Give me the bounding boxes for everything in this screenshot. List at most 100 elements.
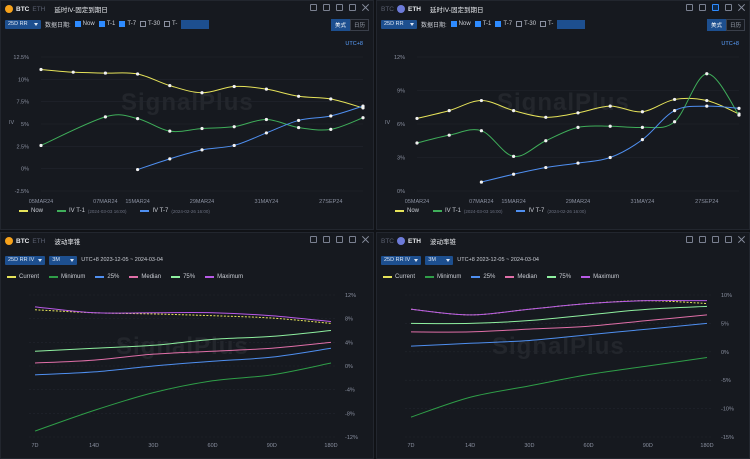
fullscreen-icon[interactable]: [725, 236, 732, 243]
legend-t7[interactable]: IV T-7 (2024-02-26 16:00): [140, 208, 210, 214]
x-tick-label: 29MAR24: [190, 199, 214, 205]
legend-t1[interactable]: IV T-1 (2024-03-03 16:00): [57, 208, 126, 214]
legend-maximum[interactable]: Maximum: [205, 274, 243, 280]
tab-eth[interactable]: ETH: [408, 5, 421, 13]
legend-label: IV T-1: [69, 208, 85, 214]
y-axis-label: IV: [385, 120, 391, 126]
legend-swatch: [140, 210, 150, 212]
legend-label: Maximum: [217, 274, 244, 280]
legend-p25[interactable]: 25%: [471, 274, 495, 280]
tab-eth[interactable]: ETH: [32, 237, 46, 245]
fullscreen-icon[interactable]: [725, 4, 732, 11]
legend-median[interactable]: Median: [129, 274, 161, 280]
layout-icon[interactable]: [336, 4, 343, 11]
legend-p25[interactable]: 25%: [95, 274, 119, 280]
share-icon[interactable]: [686, 236, 693, 243]
x-tick-label: 14D: [89, 443, 99, 449]
legend-minimum[interactable]: Minimum: [49, 274, 85, 280]
tab-btc[interactable]: BTC: [381, 5, 394, 13]
tab-btc[interactable]: BTC: [16, 237, 30, 245]
data-point-now: [200, 91, 204, 95]
data-point-iv-t-1: [103, 115, 107, 119]
fullscreen-icon[interactable]: [349, 236, 356, 243]
legend-current[interactable]: Current: [383, 274, 415, 280]
tab-eth[interactable]: ETH: [408, 237, 421, 245]
legend-maximum[interactable]: Maximum: [581, 274, 619, 280]
fullscreen-icon[interactable]: [349, 4, 356, 11]
expand-icon[interactable]: [323, 236, 330, 243]
data-point-iv-t-1: [361, 116, 365, 120]
check-t1[interactable]: T-1: [474, 21, 491, 27]
layout-icon[interactable]: [712, 4, 719, 11]
period-select[interactable]: 3M: [49, 255, 78, 265]
legend-median[interactable]: Median: [505, 274, 537, 280]
check-t1[interactable]: T-1: [98, 21, 115, 27]
check-custom[interactable]: T-: [164, 21, 177, 27]
data-point-now: [447, 109, 451, 113]
check-custom[interactable]: T-: [540, 21, 553, 27]
legend-now[interactable]: Now: [395, 208, 419, 214]
series-line-75: [34, 330, 332, 352]
data-point-iv-t-1: [576, 125, 580, 129]
layout-icon[interactable]: [336, 236, 343, 243]
legend-current[interactable]: Current: [7, 274, 39, 280]
legend-label: Minimum: [437, 274, 462, 280]
check-now[interactable]: Now: [450, 21, 471, 27]
y-tick-label: 12.5%: [13, 55, 29, 61]
tab-btc[interactable]: BTC: [381, 237, 394, 245]
x-tick-label: 30D: [524, 443, 534, 449]
seg-calendar[interactable]: 日历: [725, 19, 745, 31]
layout-icon[interactable]: [712, 236, 719, 243]
data-point-now: [329, 97, 333, 101]
legend-p75[interactable]: 75%: [547, 274, 571, 280]
expand-icon[interactable]: [699, 236, 706, 243]
panel-header: BTC ETH 波动率锥: [377, 233, 749, 249]
metric-select[interactable]: 25D RR IV: [5, 255, 46, 265]
legend-p75[interactable]: 75%: [171, 274, 195, 280]
vol-cone-chart-eth: 10% 5% 0% -5% -10% -15% 7D 14D 30D 60D 90D 180D: [405, 293, 734, 449]
metric-select[interactable]: 25D RR: [381, 19, 417, 29]
date-picker[interactable]: [557, 19, 586, 29]
expand-icon[interactable]: [699, 4, 706, 11]
period-select[interactable]: 3M: [425, 255, 454, 265]
check-t30[interactable]: T-30: [516, 21, 536, 27]
seg-calendar[interactable]: 日历: [349, 19, 369, 31]
metric-select[interactable]: 25D RR: [5, 19, 41, 29]
y-tick-label: 5%: [721, 321, 729, 327]
timezone-label: UTC+8: [721, 41, 739, 47]
tab-btc[interactable]: BTC: [16, 5, 30, 13]
legend-swatch: [383, 276, 392, 278]
check-t7[interactable]: T-7: [119, 21, 136, 27]
data-point-iv-t-7: [576, 161, 580, 165]
y-tick-label: -15%: [721, 435, 734, 441]
metric-select[interactable]: 25D RR IV: [381, 255, 422, 265]
cone-legend: Current Minimum 25% Median 75% Maximum: [7, 274, 243, 280]
series-line-25: [34, 347, 332, 376]
legend-minimum[interactable]: Minimum: [425, 274, 461, 280]
check-now[interactable]: Now: [74, 21, 95, 27]
legend-now[interactable]: Now: [19, 208, 43, 214]
share-icon[interactable]: [310, 236, 317, 243]
chevron-down-icon: [38, 258, 43, 262]
check-t7[interactable]: T-7: [495, 21, 512, 27]
share-icon[interactable]: [686, 4, 693, 11]
series-line-25: [410, 322, 708, 347]
x-tick-label: 15MAR24: [501, 199, 525, 205]
x-tick-label: 7D: [407, 443, 414, 449]
tab-eth[interactable]: ETH: [32, 5, 46, 13]
check-label: T-7: [503, 21, 513, 27]
expand-icon[interactable]: [323, 4, 330, 11]
seg-american[interactable]: 美式: [706, 19, 726, 31]
metric-select-value: 25D RR IV: [384, 257, 411, 263]
share-icon[interactable]: [310, 4, 317, 11]
legend-t1[interactable]: IV T-1 (2024-03-03 16:00): [433, 208, 502, 214]
seg-american[interactable]: 美式: [330, 19, 350, 31]
data-point-now: [232, 84, 236, 89]
legend-t7[interactable]: IV T-7 (2024-02-26 16:00): [516, 208, 586, 214]
date-range: UTC+8 2023-12-05 ~ 2024-03-04: [457, 257, 539, 263]
x-tick-label: 7D: [31, 443, 38, 449]
period-select-value: 3M: [52, 257, 60, 263]
date-picker[interactable]: [181, 19, 210, 29]
check-t30[interactable]: T-30: [140, 21, 160, 27]
data-point-now: [479, 98, 483, 103]
